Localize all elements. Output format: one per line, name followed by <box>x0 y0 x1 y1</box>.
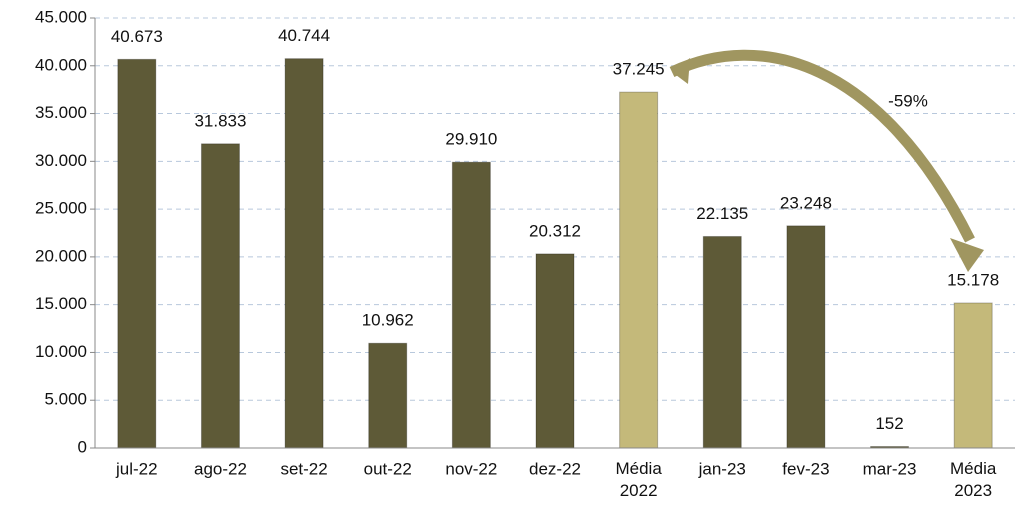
arrow-tail <box>672 58 690 84</box>
x-tick-label: Média 2023 <box>950 459 997 500</box>
y-tick-label: 25.000 <box>35 199 87 218</box>
data-label: 15.178 <box>947 270 999 289</box>
y-tick-label: 10.000 <box>35 342 87 361</box>
y-tick-label: 30.000 <box>35 151 87 170</box>
data-label: 23.248 <box>780 193 832 212</box>
data-label: 40.744 <box>278 26 330 45</box>
y-tick-label: 40.000 <box>35 55 87 74</box>
y-tick-label: 5.000 <box>44 390 87 409</box>
bar <box>619 91 659 449</box>
y-tick-label: 0 <box>78 437 87 456</box>
y-tick-label: 35.000 <box>35 103 87 122</box>
annotation: -59% <box>888 91 928 110</box>
x-tick-label: jul-22 <box>115 459 158 478</box>
data-label: 29.910 <box>445 130 497 149</box>
data-label: 10.962 <box>362 311 414 330</box>
x-tick-label: set-22 <box>280 459 327 478</box>
arrow-head <box>950 238 984 272</box>
data-label: 20.312 <box>529 221 581 240</box>
data-label: 22.135 <box>696 204 748 223</box>
bar <box>786 225 826 449</box>
data-label: 37.245 <box>613 60 665 79</box>
bar <box>702 235 742 449</box>
data-label: 40.673 <box>111 27 163 46</box>
bar <box>451 161 491 449</box>
x-tick-label: jan-23 <box>698 459 746 478</box>
x-tick-label: out-22 <box>364 459 412 478</box>
bar <box>117 58 157 449</box>
y-tick-label: 15.000 <box>35 294 87 313</box>
x-tick-label: ago-22 <box>194 459 247 478</box>
bar <box>284 58 324 449</box>
y-tick-label: 45.000 <box>35 7 87 26</box>
y-tick-label: 20.000 <box>35 246 87 265</box>
change-arrow <box>669 49 975 243</box>
bar <box>953 302 993 449</box>
x-tick-label: Média 2022 <box>615 459 662 500</box>
x-tick-label: dez-22 <box>529 459 581 478</box>
data-label: 31.833 <box>194 111 246 130</box>
bar <box>368 342 408 449</box>
x-tick-label: nov-22 <box>445 459 497 478</box>
bar <box>200 143 240 449</box>
bar <box>535 253 575 449</box>
data-label: 152 <box>875 414 903 433</box>
x-tick-label: mar-23 <box>863 459 917 478</box>
x-tick-label: fev-23 <box>782 459 829 478</box>
